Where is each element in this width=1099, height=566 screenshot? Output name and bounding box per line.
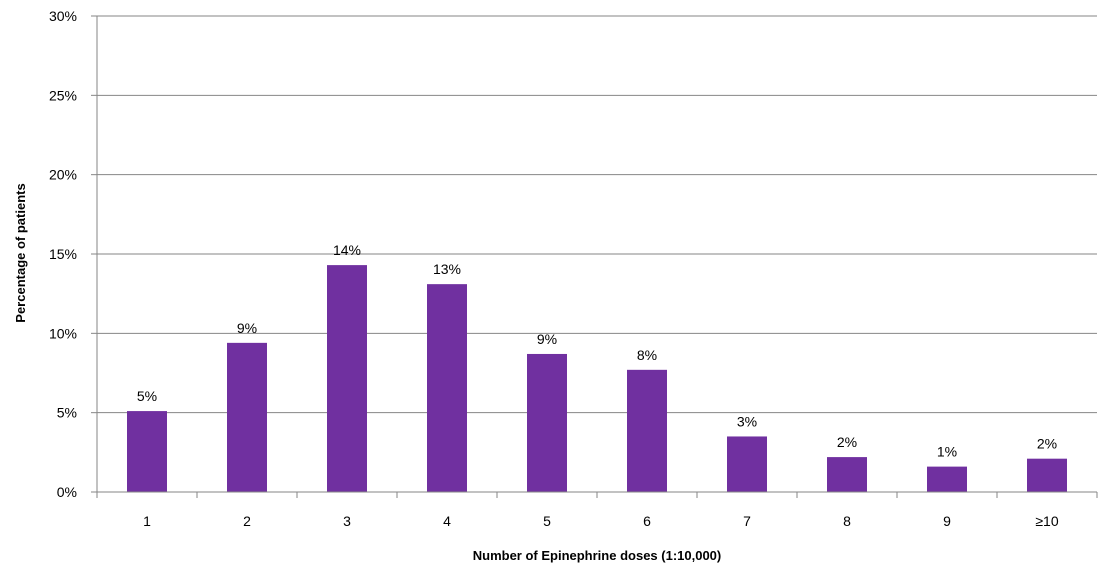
bar <box>427 284 467 492</box>
y-tick-label: 30% <box>49 8 77 24</box>
bar <box>727 436 767 492</box>
bars <box>127 265 1067 492</box>
data-label: 14% <box>333 242 361 258</box>
x-tick-label: 3 <box>343 513 351 529</box>
data-labels: 5% 9% 14% 13% 9% 8% 3% 2% 1% 2% <box>137 242 1057 460</box>
x-axis-tick-labels: 1 2 3 4 5 6 7 8 9 ≥10 <box>143 513 1059 529</box>
bar <box>127 411 167 492</box>
bar <box>327 265 367 492</box>
y-tick-label: 15% <box>49 246 77 262</box>
y-tick-label: 20% <box>49 167 77 183</box>
y-axis-tick-labels: 0% 5% 10% 15% 20% 25% 30% <box>49 8 97 500</box>
data-label: 5% <box>137 388 157 404</box>
data-label: 8% <box>637 347 657 363</box>
bar <box>927 466 967 492</box>
x-tick-label: 1 <box>143 513 151 529</box>
x-tick-label: 2 <box>243 513 251 529</box>
x-tick-label: ≥10 <box>1035 513 1058 529</box>
data-label: 9% <box>537 331 557 347</box>
bar <box>527 353 567 492</box>
x-tick-label: 6 <box>643 513 651 529</box>
y-tick-label: 0% <box>57 484 77 500</box>
bar <box>1027 458 1067 492</box>
x-tick-label: 7 <box>743 513 751 529</box>
y-tick-label: 5% <box>57 405 77 421</box>
x-tick-label: 8 <box>843 513 851 529</box>
data-label: 2% <box>837 434 857 450</box>
y-tick-label: 25% <box>49 87 77 103</box>
bar <box>227 342 267 492</box>
y-tick-label: 10% <box>49 325 77 341</box>
data-label: 9% <box>237 320 257 336</box>
bar <box>627 369 667 492</box>
x-tick-label: 4 <box>443 513 451 529</box>
y-axis-title: Percentage of patients <box>13 183 28 322</box>
data-label: 1% <box>937 444 957 460</box>
data-label: 3% <box>737 413 757 429</box>
data-label: 13% <box>433 261 461 277</box>
x-axis <box>96 16 1098 498</box>
x-tick-label: 5 <box>543 513 551 529</box>
bar <box>827 457 867 492</box>
x-tick-label: 9 <box>943 513 951 529</box>
gridlines <box>97 15 1097 414</box>
data-label: 2% <box>1037 436 1057 452</box>
x-axis-title: Number of Epinephrine doses (1:10,000) <box>473 548 722 563</box>
